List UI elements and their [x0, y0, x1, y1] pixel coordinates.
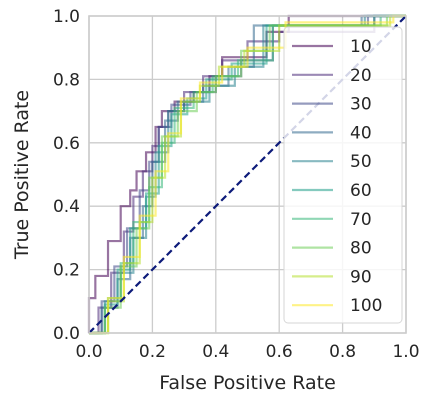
- x-tick-label: 0.4: [202, 342, 229, 362]
- legend-label-10: 10: [350, 37, 372, 57]
- y-tick-label: 0.4: [53, 197, 80, 217]
- y-tick-label: 0.8: [53, 70, 80, 90]
- legend: 10 20 30 40 50 60 70 80 90 100: [283, 26, 403, 324]
- plot-frame: [88, 15, 407, 334]
- chance-diagonal-line: [88, 15, 407, 334]
- legend-label-100: 100: [350, 296, 382, 316]
- legend-box: [283, 26, 403, 324]
- x-axis-ticks: 0.0 0.2 0.4 0.6 0.8 1.0: [75, 342, 419, 362]
- x-axis-label: False Positive Rate: [159, 372, 336, 394]
- legend-label-70: 70: [350, 210, 372, 230]
- x-tick-label: 1.0: [392, 342, 419, 362]
- y-tick-label: 0.2: [53, 261, 80, 281]
- y-axis-ticks: 0.0 0.2 0.4 0.6 0.8 1.0: [53, 7, 80, 344]
- x-tick-label: 0.0: [75, 342, 102, 362]
- roc-curves: [87, 14, 406, 335]
- legend-label-90: 90: [350, 267, 372, 287]
- legend-label-80: 80: [350, 239, 372, 259]
- legend-label-30: 30: [350, 95, 372, 115]
- legend-label-60: 60: [350, 181, 372, 201]
- legend-label-20: 20: [350, 66, 372, 86]
- y-tick-label: 0.0: [53, 324, 80, 344]
- roc-curve-10: [87, 14, 406, 333]
- y-tick-label: 1.0: [53, 7, 80, 27]
- y-tick-label: 0.6: [53, 134, 80, 154]
- legend-label-40: 40: [350, 123, 372, 143]
- x-tick-label: 0.6: [266, 342, 293, 362]
- x-tick-label: 0.8: [329, 342, 356, 362]
- y-axis-label: True Positive Rate: [11, 90, 33, 260]
- x-tick-label: 0.2: [139, 342, 166, 362]
- legend-label-50: 50: [350, 152, 372, 172]
- roc-curve-60: [89, 14, 406, 335]
